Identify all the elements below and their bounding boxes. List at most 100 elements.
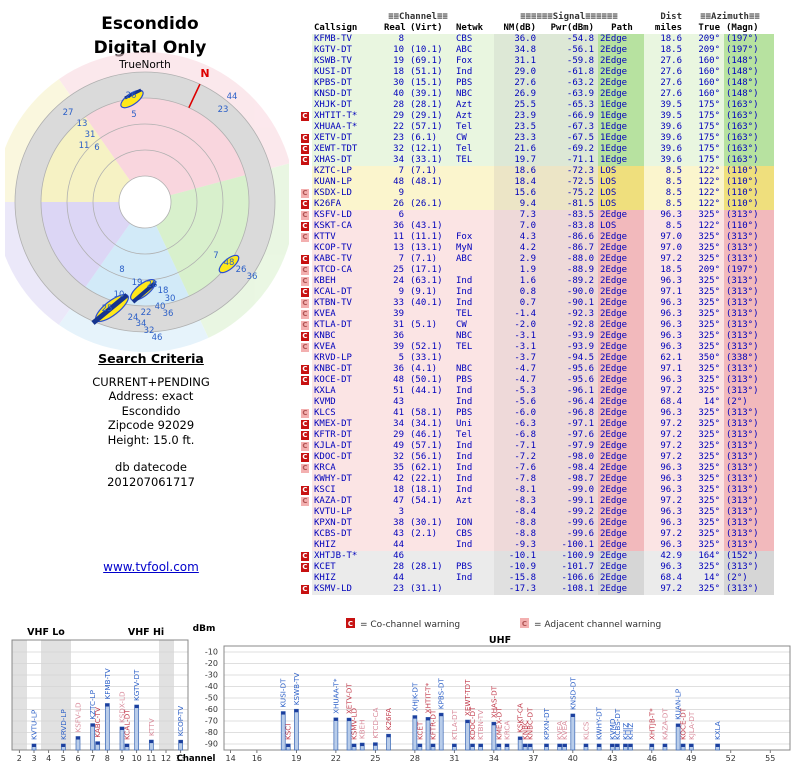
signal-bar-cap [178,740,183,744]
y-axis-tick-label: -60 [205,705,218,714]
distance-cell: 8.5 [644,177,686,188]
noise-margin-cell: -8.8 [494,529,540,540]
bar-callsign-label: KHIZ [626,723,635,740]
path-cell: 2Edge [598,540,644,551]
col-real: Real [384,23,406,33]
radar-channel-label: 32 [144,326,155,336]
noise-margin-cell: -3.1 [494,342,540,353]
bar-callsign-label: KHIZ [621,723,630,740]
path-cell: 2Edge [598,210,644,221]
network-cell: Ind [454,386,494,397]
bar-callsign-label: KWHY-DT [595,706,604,740]
network-cell [454,210,494,221]
azimuth-true-cell: 325° [686,298,724,309]
azimuth-true-cell: 325° [686,540,724,551]
real-channel-cell: 29 [382,111,408,122]
noise-margin-cell: -15.8 [494,573,540,584]
bar-callsign-label: KTTV [147,718,156,736]
path-cell: 2Edge [598,496,644,507]
azimuth-true-cell: 122° [686,199,724,210]
azimuth-magnetic-cell: (163°) [724,144,774,155]
datecode-label: db datecode [115,460,187,474]
callsign-cell: KCAL-DT [312,287,382,298]
azimuth-true-cell: 160° [686,89,724,100]
table-row: C KNBC-DT 36 (4.1) NBC -4.7 -95.6 2Edge 97.1 325°… [300,364,780,375]
adjacent-channel-warning-icon: C [301,464,309,473]
warning-marker-cell [300,386,312,397]
warning-marker-cell: C [300,408,312,419]
radar-channel-label: 11 [79,141,90,151]
tvfool-link[interactable]: www.tvfool.com [103,560,199,574]
power-cell: -86.6 [540,232,598,243]
radar-channel-label: 27 [63,108,74,118]
table-row: C KTCD-CA 25 (17.1) 1.9 -88.9 2Edge 18.5 209° (19… [300,265,780,276]
callsign-cell: KGTV-DT [312,45,382,56]
table-row: KFMB-TV 8 CBS 36.0 -54.8 2Edge 18.6 209° (197°) [300,34,780,45]
virtual-channel-cell: (58.1) [408,408,454,419]
real-channel-cell: 11 [382,232,408,243]
radar-rings [14,71,276,333]
vhf-hi-label: VHF Hi [128,627,164,638]
azimuth-magnetic-cell: (197°) [724,34,774,45]
x-axis-tick-label: 6 [75,754,80,763]
real-channel-cell: 28 [382,562,408,573]
warning-marker-cell [300,45,312,56]
co-channel-legend-icon [346,618,355,628]
warning-marker-cell: C [300,111,312,122]
noise-margin-cell: 9.4 [494,199,540,210]
azimuth-true-cell: 325° [686,331,724,342]
noise-margin-cell: -7.2 [494,452,540,463]
warning-marker-cell [300,34,312,45]
real-channel-cell: 31 [382,320,408,331]
warning-marker-cell: C [300,331,312,342]
signal-bar-cap [76,736,80,740]
path-cell: 2Edge [598,573,644,584]
warning-marker-cell: C [300,188,312,199]
azimuth-magnetic-cell: (197°) [724,265,774,276]
virtual-channel-cell [408,573,454,584]
real-channel-cell: 23 [382,584,408,595]
real-channel-cell: 5 [382,353,408,364]
path-cell: 2Edge [598,419,644,430]
signal-bar-cap [465,720,470,724]
bar-callsign-label: KSCI [284,724,293,740]
warning-marker-cell [300,529,312,540]
path-cell: 2Edge [598,386,644,397]
path-cell: 2Edge [598,474,644,485]
azimuth-magnetic-cell: (313°) [724,364,774,375]
signal-beam-icon [91,293,129,325]
real-channel-cell: 48 [382,375,408,386]
real-channel-cell: 25 [382,265,408,276]
signal-group-header: ≡≡≡≡≡≡Signal≡≡≡≡≡≡ [520,12,618,22]
criteria-line: Address: exact [108,389,194,403]
noise-margin-cell: 23.9 [494,111,540,122]
real-channel-cell: 28 [382,100,408,111]
noise-margin-cell: -17.3 [494,584,540,595]
virtual-channel-cell: (7.1) [408,254,454,265]
x-axis-tick-label: 43 [607,754,617,763]
bar-callsign-label: KCAL-DT [123,709,132,740]
table-row: C KBEH 24 (63.1) Ind 1.6 -89.2 2Edge 96.3 325° (31… [300,276,780,287]
path-cell: 2Edge [598,441,644,452]
bar-callsign-label: KGTV-DT [132,669,141,701]
network-cell: NBC [454,89,494,100]
bar-callsign-label: KVTU-LP [30,709,39,740]
azimuth-magnetic-cell: (313°) [724,232,774,243]
chart-bars: KFMB-TV KGTV-DT KSWB-TV KUSI-DT KPBS-DT KNSD-… [30,668,722,751]
noise-margin-cell: -5.3 [494,386,540,397]
azimuth-magnetic-cell: (110°) [724,177,774,188]
signal-bar-cap [715,744,720,747]
radar-channel-label: 13 [77,119,88,129]
radar-channel-label: 18 [158,286,169,296]
virtual-channel-cell [408,331,454,342]
virtual-channel-cell: (33.1) [408,353,454,364]
distance-cell: 8.5 [644,166,686,177]
distance-cell: 39.6 [644,144,686,155]
signal-bar-cap [286,744,291,747]
azimuth-magnetic-cell: (313°) [724,430,774,441]
real-channel-cell: 19 [382,56,408,67]
real-channel-cell: 9 [382,287,408,298]
network-cell [454,584,494,595]
co-channel-warning-icon: C [301,156,309,165]
